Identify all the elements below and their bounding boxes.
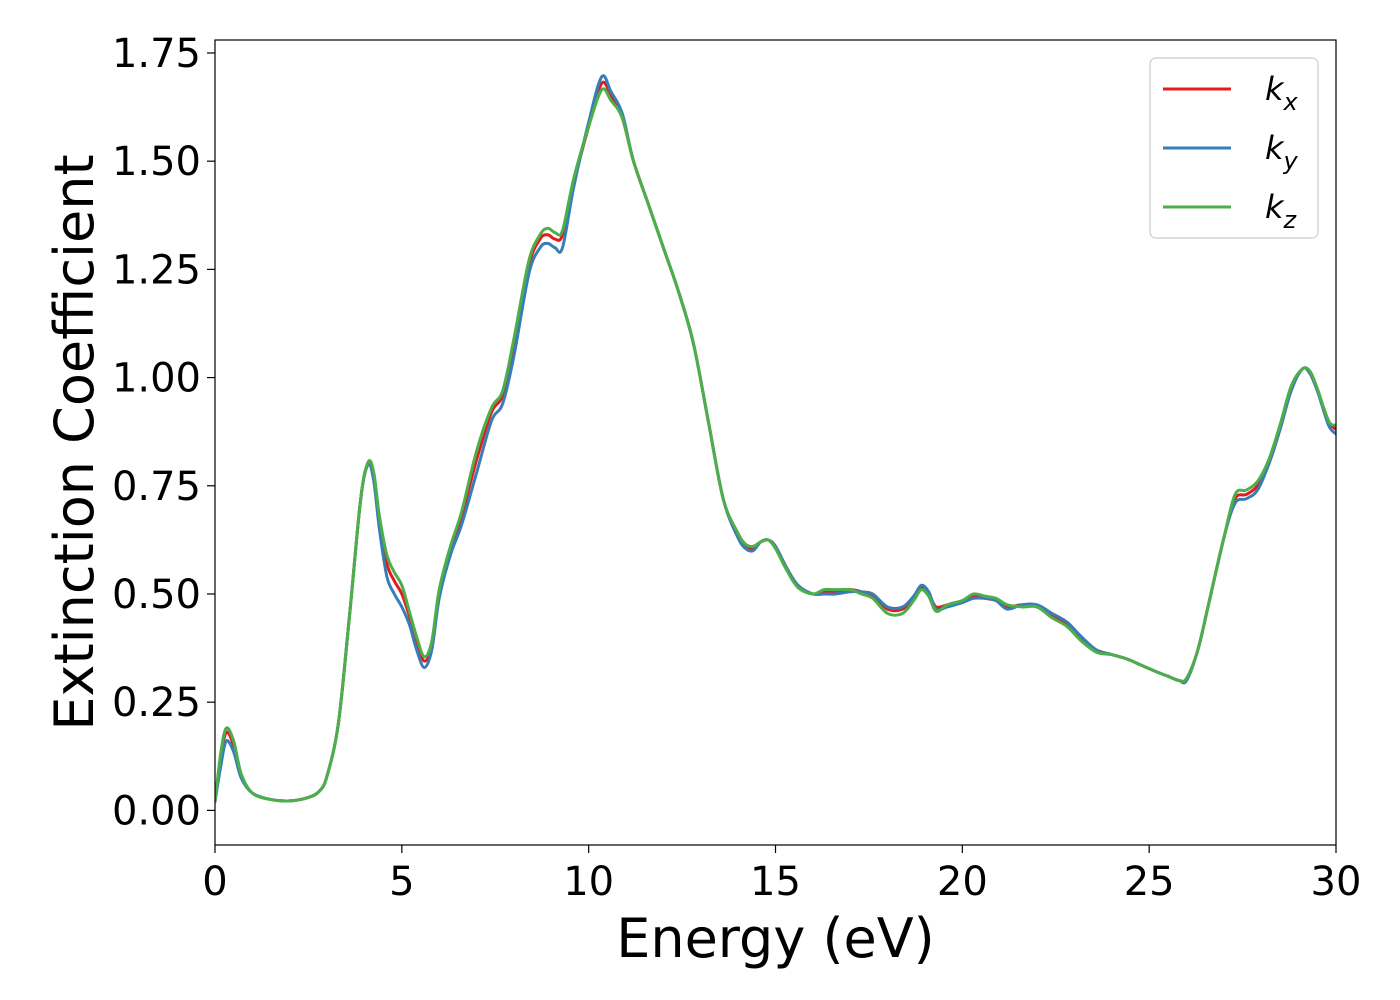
y-tick-label: 1.75 (112, 31, 201, 77)
x-tick-label: 25 (1124, 859, 1175, 905)
series-layer (215, 74, 1336, 804)
x-tick-label: 30 (1311, 859, 1362, 905)
x-tick-label: 10 (563, 859, 614, 905)
y-axis-label: Extinction Coefficient (43, 154, 106, 730)
y-tick-label: 0.25 (112, 680, 201, 726)
y-tick-label: 1.25 (112, 247, 201, 293)
series-line-z (215, 87, 1336, 804)
y-tick-label: 1.00 (112, 356, 201, 402)
x-tick-label: 20 (937, 859, 988, 905)
x-tick-label: 5 (389, 859, 414, 905)
x-tick-label: 0 (202, 859, 227, 905)
y-tick-label: 1.50 (112, 139, 201, 185)
y-tick-label: 0.50 (112, 572, 201, 618)
y-tick-label: 0.00 (112, 788, 201, 834)
x-tick-label: 15 (750, 859, 801, 905)
x-axis-label: Energy (eV) (616, 907, 935, 970)
legend-box (1149, 57, 1319, 239)
y-tick-label: 0.75 (112, 464, 201, 510)
ticks-layer: 0 5 10 15 20 25 30 0.00 0.25 0.50 0.75 1.00 1.25 1.50… (112, 31, 1362, 905)
